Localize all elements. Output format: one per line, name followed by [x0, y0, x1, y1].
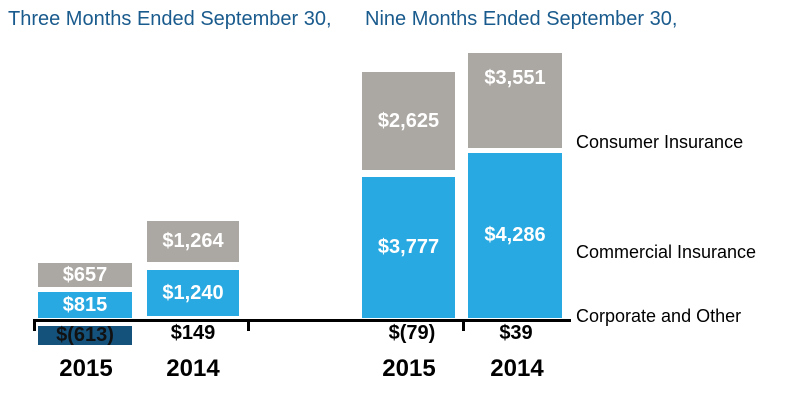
- value-label-corporate-9m-2015: $(79): [388, 322, 436, 344]
- legend-corporate-and-other: Corporate and Other: [576, 306, 742, 326]
- category-label-9m-2014: 2014: [490, 355, 544, 382]
- bar-9m-2015-commercial: $3,777: [362, 177, 455, 318]
- x-axis-tick: [462, 319, 465, 331]
- bar-3m-2015-corporate: $(613): [38, 324, 132, 346]
- bar-value-label: $3,777: [377, 236, 440, 258]
- bar-value-label: $815: [62, 293, 108, 316]
- group-title-nine-months: Nine Months Ended September 30,: [365, 8, 678, 30]
- bar-9m-2014-commercial: $4,286: [468, 153, 562, 318]
- category-label-3m-2014: 2014: [166, 355, 220, 382]
- bar-value-label: $3,551: [484, 67, 546, 89]
- bar-value-label: $2,625: [377, 109, 440, 132]
- x-axis-tick: [33, 319, 36, 331]
- bar-3m-2015-consumer: $657: [38, 263, 132, 287]
- group-title-three-months: Three Months Ended September 30,: [8, 8, 332, 30]
- bar-3m-2014-consumer: $1,264: [147, 221, 239, 262]
- bar-value-label: $(613): [56, 324, 114, 346]
- bar-value-label: $1,264: [162, 230, 224, 252]
- value-label-corporate-9m-2014: $39: [499, 322, 533, 344]
- legend-commercial-insurance: Commercial Insurance: [576, 242, 757, 262]
- category-label-9m-2015: 2015: [382, 355, 436, 382]
- bar-9m-2014-consumer: $3,551: [468, 53, 562, 148]
- category-label-3m-2015: 2015: [59, 355, 113, 382]
- bar-9m-2015-consumer: $2,625: [362, 72, 455, 170]
- legend-consumer-insurance: Consumer Insurance: [576, 132, 744, 152]
- bar-3m-2015-commercial: $815: [38, 292, 132, 318]
- value-label-corporate-3m-2014: $149: [170, 322, 216, 344]
- bar-value-label: $1,240: [162, 281, 224, 304]
- bar-value-label: $657: [62, 263, 108, 286]
- bar-value-label: $4,286: [484, 224, 546, 246]
- x-axis-line: [33, 319, 571, 322]
- bar-3m-2014-commercial: $1,240: [147, 270, 239, 316]
- x-axis-tick: [247, 319, 250, 331]
